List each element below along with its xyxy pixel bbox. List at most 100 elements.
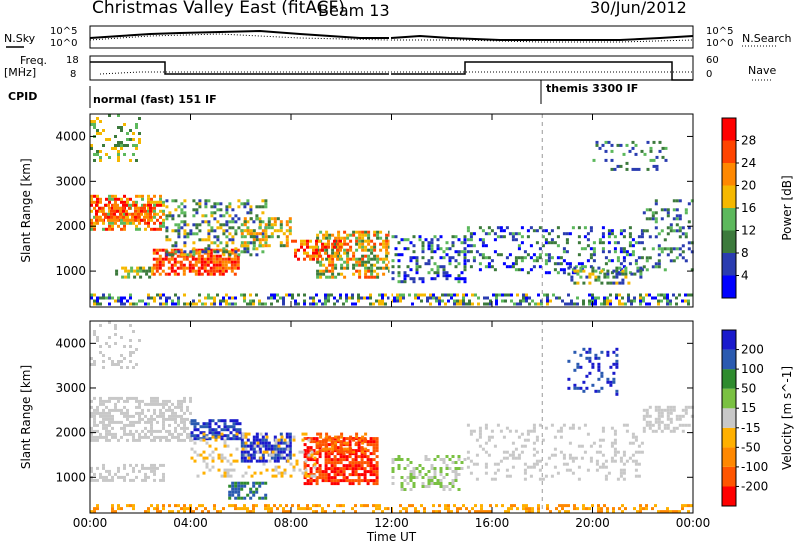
velocity-cell [517,453,521,457]
velocity-cell [399,504,402,508]
velocity-cell [183,504,186,508]
velocity-cell [144,414,147,418]
power-cell [252,238,256,242]
power-cell [487,265,491,269]
velocity-cell [613,450,617,454]
velocity-cell [450,510,453,514]
power-cell [603,299,606,303]
velocity-cell [315,504,318,508]
velocity-cell [208,444,212,448]
velocity-colorbar-segment [722,427,736,448]
velocity-cell [400,485,404,488]
power-cell [200,272,204,276]
power-cell [658,149,662,153]
velocity-cell [231,504,234,508]
velocity-cell [150,504,153,508]
velocity-cell [96,507,99,511]
velocity-cell [162,423,165,427]
velocity-cell [240,459,244,463]
power-cell [236,248,240,252]
power-cell [544,253,548,257]
velocity-cell [522,507,525,511]
power-cell [261,302,264,306]
velocity-cell [538,459,542,463]
velocity-cell [315,476,319,480]
velocity-cell [162,417,165,421]
velocity-cell [318,440,322,444]
velocity-cell [129,345,132,348]
power-cell [179,266,183,270]
velocity-cell [177,399,180,403]
velocity-cell [324,479,328,483]
velocity-cell [462,504,465,508]
power-cell [144,221,147,225]
velocity-cell [153,396,156,400]
velocity-cell [292,465,296,469]
velocity-cell [531,510,534,514]
power-cell [370,245,374,249]
velocity-cell [336,467,340,471]
power-cell [125,218,128,222]
velocity-cell [129,420,132,424]
power-cell [111,227,114,231]
velocity-cell [90,411,93,415]
power-cell [327,296,330,300]
freq-trace [90,61,389,75]
power-cell [403,280,407,284]
power-cell [279,296,282,300]
velocity-cell [573,368,577,372]
velocity-cell [594,389,598,393]
velocity-cell [150,466,153,470]
velocity-cell [193,428,197,432]
velocity-cell [114,396,117,400]
velocity-cell [190,438,194,442]
velocity-cell [324,452,328,456]
power-cell [654,226,658,230]
power-cell [550,238,554,242]
power-cell [309,254,312,258]
power-cell [125,209,128,213]
power-cell [258,223,262,227]
power-cell [484,256,488,260]
power-cell [209,251,213,255]
power-cell [297,248,300,252]
velocity-cell [400,458,404,461]
power-cell [96,299,99,303]
power-cell [155,260,159,264]
power-cell [513,302,516,306]
velocity-cell [654,408,658,412]
power-cell [309,245,312,249]
velocity-cell [669,429,673,433]
power-cell [660,293,663,297]
power-cell [588,281,592,285]
velocity-cell [285,510,288,514]
power-cell [331,251,335,255]
velocity-cell [141,411,144,415]
velocity-cell [544,426,548,430]
power-cell [436,271,440,275]
power-cell [586,259,590,263]
power-cell [128,212,131,216]
power-cell [164,272,168,276]
power-cell [652,158,656,162]
velocity-cell [466,450,470,454]
power-cell [120,302,123,306]
power-cell [143,206,146,210]
power-cell [621,302,624,306]
velocity-cell [684,405,688,409]
power-cell [108,197,111,201]
power-cell [246,244,250,248]
power-cell [148,266,152,270]
velocity-cell [594,353,598,357]
velocity-cell [240,444,244,448]
velocity-cell [357,449,361,453]
power-cell [523,250,527,254]
velocity-cell [303,482,307,486]
power-cell [619,143,623,147]
power-cell [206,272,210,276]
power-cell [204,247,208,251]
power-cell [183,232,187,236]
power-cell [105,197,108,201]
power-cell [93,120,96,123]
velocity-cell [90,432,93,436]
